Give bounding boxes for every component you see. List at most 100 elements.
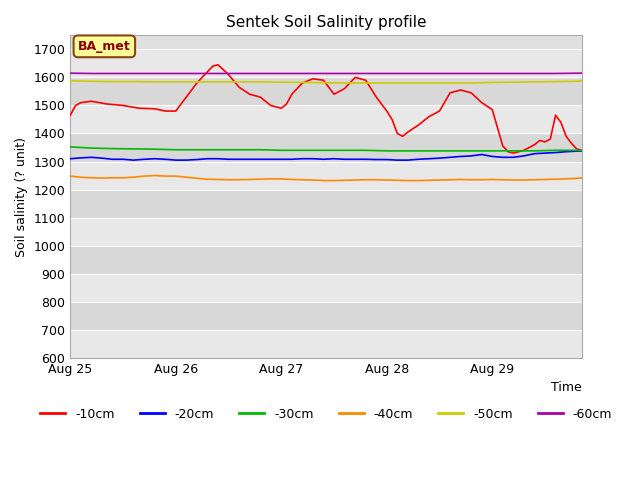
-30cm [277, 147, 285, 153]
-10cm [509, 150, 517, 156]
-40cm [541, 177, 549, 182]
-40cm [151, 173, 159, 179]
-40cm [204, 176, 211, 182]
-60cm [193, 71, 201, 76]
-20cm [161, 156, 169, 162]
-20cm [193, 156, 201, 162]
Bar [70, 190, 582, 217]
-40cm [246, 177, 253, 182]
-40cm [225, 177, 232, 182]
-20cm [204, 156, 211, 162]
-20cm [362, 156, 369, 162]
-40cm [478, 177, 486, 182]
-40cm [257, 176, 264, 182]
-20cm [573, 148, 580, 154]
-20cm [77, 155, 84, 161]
Line: -20cm: -20cm [70, 151, 582, 160]
-30cm [467, 148, 475, 154]
-20cm [288, 156, 296, 162]
-60cm [578, 70, 586, 76]
-40cm [119, 175, 127, 180]
Line: -10cm: -10cm [70, 65, 582, 153]
-30cm [425, 148, 433, 154]
-20cm [246, 156, 253, 162]
-40cm [425, 178, 433, 183]
-50cm [488, 80, 496, 85]
Line: -30cm: -30cm [70, 147, 582, 151]
-30cm [109, 146, 116, 152]
-50cm [151, 79, 159, 85]
-60cm [446, 71, 454, 76]
-40cm [236, 177, 243, 182]
-20cm [98, 155, 106, 161]
-50cm [130, 79, 138, 84]
-60cm [172, 71, 180, 76]
-50cm [383, 80, 390, 86]
-20cm [309, 156, 317, 162]
-40cm [404, 178, 412, 183]
-50cm [236, 79, 243, 85]
-20cm [415, 156, 422, 162]
Line: -40cm: -40cm [70, 176, 582, 180]
-30cm [193, 147, 201, 153]
-40cm [140, 173, 148, 179]
-50cm [467, 80, 475, 86]
-20cm [340, 156, 348, 162]
-20cm [130, 157, 138, 163]
Line: -50cm: -50cm [70, 81, 582, 83]
-20cm [541, 150, 549, 156]
-20cm [578, 148, 586, 154]
-20cm [151, 156, 159, 162]
-40cm [277, 176, 285, 182]
Bar [70, 133, 582, 161]
-60cm [130, 71, 138, 76]
-60cm [425, 71, 433, 76]
-40cm [98, 175, 106, 181]
-60cm [257, 71, 264, 76]
-40cm [309, 177, 317, 183]
X-axis label: Time: Time [551, 381, 582, 394]
-40cm [509, 177, 517, 183]
-30cm [257, 147, 264, 153]
-20cm [425, 156, 433, 162]
-60cm [340, 71, 348, 76]
-50cm [362, 80, 369, 86]
-30cm [319, 147, 327, 153]
Legend: -10cm, -20cm, -30cm, -40cm, -50cm, -60cm: -10cm, -20cm, -30cm, -40cm, -50cm, -60cm [35, 403, 617, 426]
-40cm [520, 177, 528, 183]
-40cm [394, 178, 401, 183]
Bar [70, 302, 582, 330]
-30cm [578, 147, 586, 153]
-50cm [425, 80, 433, 86]
-30cm [573, 147, 580, 153]
-30cm [236, 147, 243, 153]
-20cm [467, 153, 475, 159]
-40cm [330, 178, 338, 183]
-10cm [135, 105, 143, 111]
-40cm [531, 177, 538, 182]
-10cm [172, 108, 180, 114]
Text: BA_met: BA_met [78, 40, 131, 53]
-20cm [563, 149, 570, 155]
-50cm [109, 79, 116, 84]
Y-axis label: Soil salinity (? unit): Soil salinity (? unit) [15, 137, 28, 257]
-20cm [499, 155, 507, 160]
-20cm [214, 156, 222, 162]
-20cm [457, 154, 465, 159]
-20cm [182, 157, 190, 163]
-60cm [467, 71, 475, 76]
-50cm [446, 80, 454, 86]
Bar [70, 217, 582, 246]
-30cm [552, 147, 559, 153]
-10cm [214, 62, 222, 68]
-30cm [488, 148, 496, 154]
-50cm [88, 78, 95, 84]
-60cm [552, 71, 559, 76]
-20cm [172, 157, 180, 163]
-60cm [488, 71, 496, 76]
-50cm [578, 78, 586, 84]
-20cm [531, 151, 538, 156]
-40cm [161, 173, 169, 179]
-40cm [172, 173, 180, 179]
-40cm [446, 177, 454, 182]
